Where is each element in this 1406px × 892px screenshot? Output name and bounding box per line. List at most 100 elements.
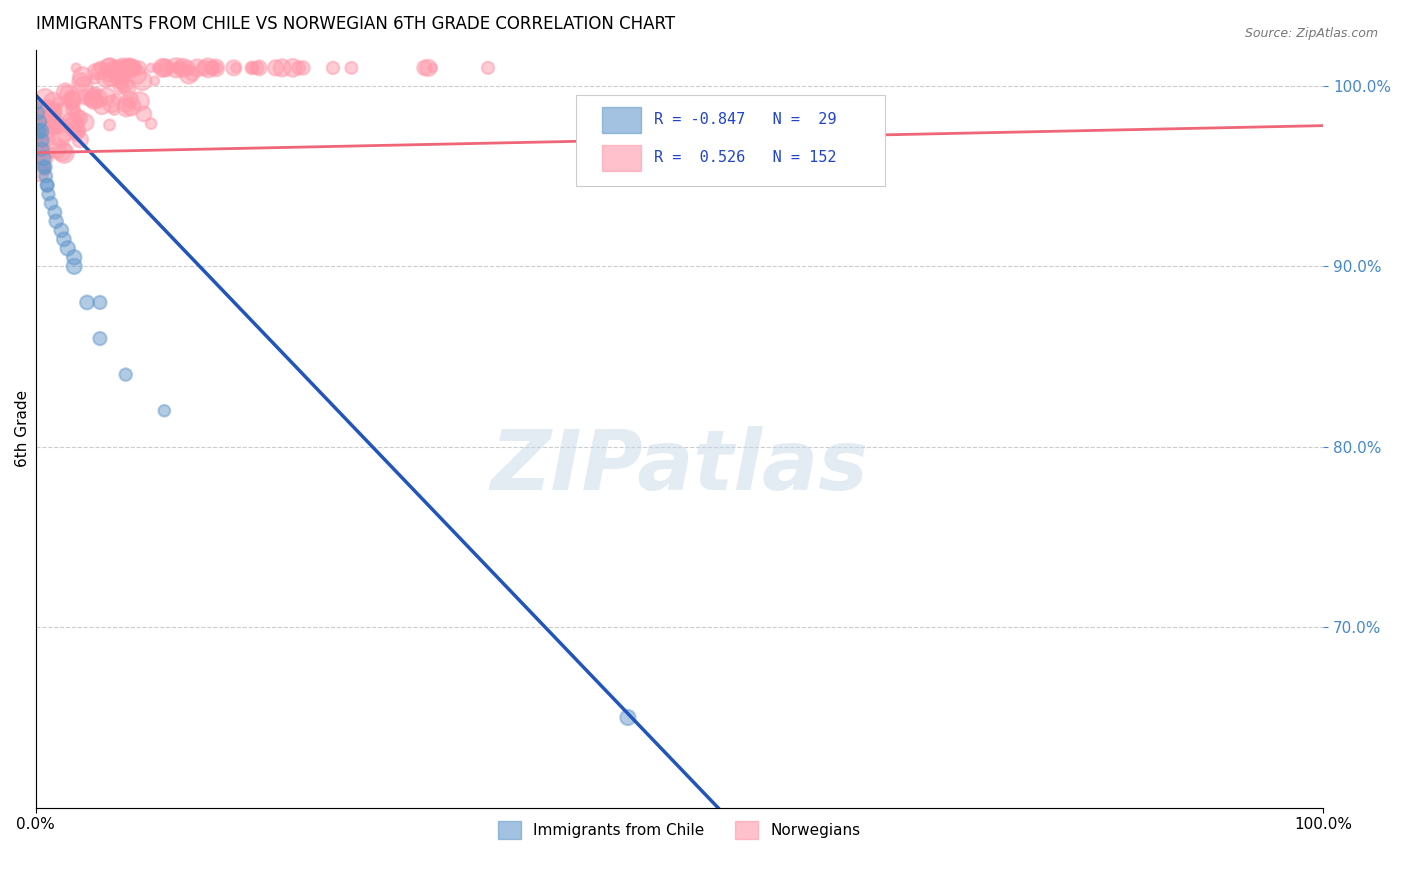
Point <box>271 61 294 75</box>
Point <box>340 61 363 75</box>
Point <box>37 126 59 140</box>
Point <box>82 87 104 101</box>
Point <box>181 67 204 81</box>
Point <box>291 61 314 75</box>
Point <box>89 64 111 78</box>
Point <box>128 95 150 109</box>
Point <box>84 64 107 78</box>
Point <box>169 61 191 75</box>
Point <box>617 710 640 724</box>
Point <box>41 104 63 119</box>
Point <box>34 91 56 105</box>
Point <box>73 78 96 93</box>
Point <box>44 120 66 134</box>
Point <box>98 61 121 75</box>
Point <box>76 92 98 106</box>
Point <box>49 130 72 145</box>
Point <box>131 74 153 88</box>
Point <box>66 110 89 124</box>
Point <box>112 61 135 75</box>
FancyBboxPatch shape <box>576 95 886 186</box>
Point <box>32 149 55 163</box>
Point <box>51 105 73 120</box>
Point <box>63 251 86 265</box>
Point <box>75 90 97 104</box>
Point <box>42 95 65 110</box>
Point <box>87 92 110 106</box>
Point <box>243 61 266 75</box>
Point <box>100 97 122 112</box>
Point <box>44 205 66 219</box>
Point <box>201 61 224 75</box>
Point <box>34 163 56 178</box>
Point <box>100 70 122 85</box>
Point <box>98 67 121 81</box>
Point <box>28 165 51 179</box>
Point <box>155 61 177 75</box>
Point <box>201 61 224 75</box>
Point <box>477 61 499 75</box>
Point <box>105 63 128 78</box>
Point <box>60 116 83 130</box>
Point <box>30 132 52 146</box>
Point <box>118 61 141 75</box>
Point <box>41 103 63 117</box>
Text: Source: ZipAtlas.com: Source: ZipAtlas.com <box>1244 27 1378 40</box>
Point <box>176 61 198 75</box>
Point <box>167 61 190 75</box>
Point <box>56 241 79 255</box>
Point <box>122 61 145 75</box>
Point <box>66 128 89 143</box>
Legend: Immigrants from Chile, Norwegians: Immigrants from Chile, Norwegians <box>492 814 866 846</box>
Point <box>197 61 219 75</box>
Point <box>53 125 76 139</box>
Point <box>110 66 132 80</box>
Point <box>45 214 67 228</box>
Point <box>60 97 83 112</box>
Point <box>56 85 79 99</box>
Point <box>103 103 125 117</box>
Point <box>27 106 49 120</box>
Point <box>25 97 48 112</box>
Point <box>28 128 51 142</box>
Point <box>110 78 132 93</box>
Point <box>105 92 128 106</box>
Point <box>264 61 287 75</box>
Point <box>114 368 136 382</box>
Point <box>34 129 56 144</box>
Point <box>287 61 309 75</box>
Point <box>28 124 51 138</box>
Point <box>25 150 48 164</box>
Point <box>44 112 66 126</box>
Point <box>247 61 270 75</box>
Point <box>132 107 155 121</box>
Point <box>89 332 111 346</box>
Point <box>27 131 49 145</box>
Point <box>240 61 263 75</box>
Point <box>51 223 73 237</box>
Point <box>139 61 162 75</box>
Point <box>73 115 96 129</box>
Point <box>422 61 444 75</box>
Point <box>118 61 141 75</box>
Point <box>281 61 304 75</box>
Point <box>69 132 91 146</box>
Point <box>67 111 90 125</box>
Point <box>128 61 150 75</box>
Point <box>30 101 52 115</box>
Point <box>118 61 141 75</box>
Point <box>322 61 344 75</box>
Point <box>153 61 176 75</box>
Bar <box>602 107 641 133</box>
Point <box>32 151 55 165</box>
Point <box>35 169 58 183</box>
Point <box>69 124 91 138</box>
Point <box>63 123 86 137</box>
Point <box>207 61 229 75</box>
Point <box>39 196 62 211</box>
Point <box>45 106 67 120</box>
Point <box>70 75 93 89</box>
Point <box>165 61 187 75</box>
Point <box>115 101 138 115</box>
Point <box>240 61 263 75</box>
